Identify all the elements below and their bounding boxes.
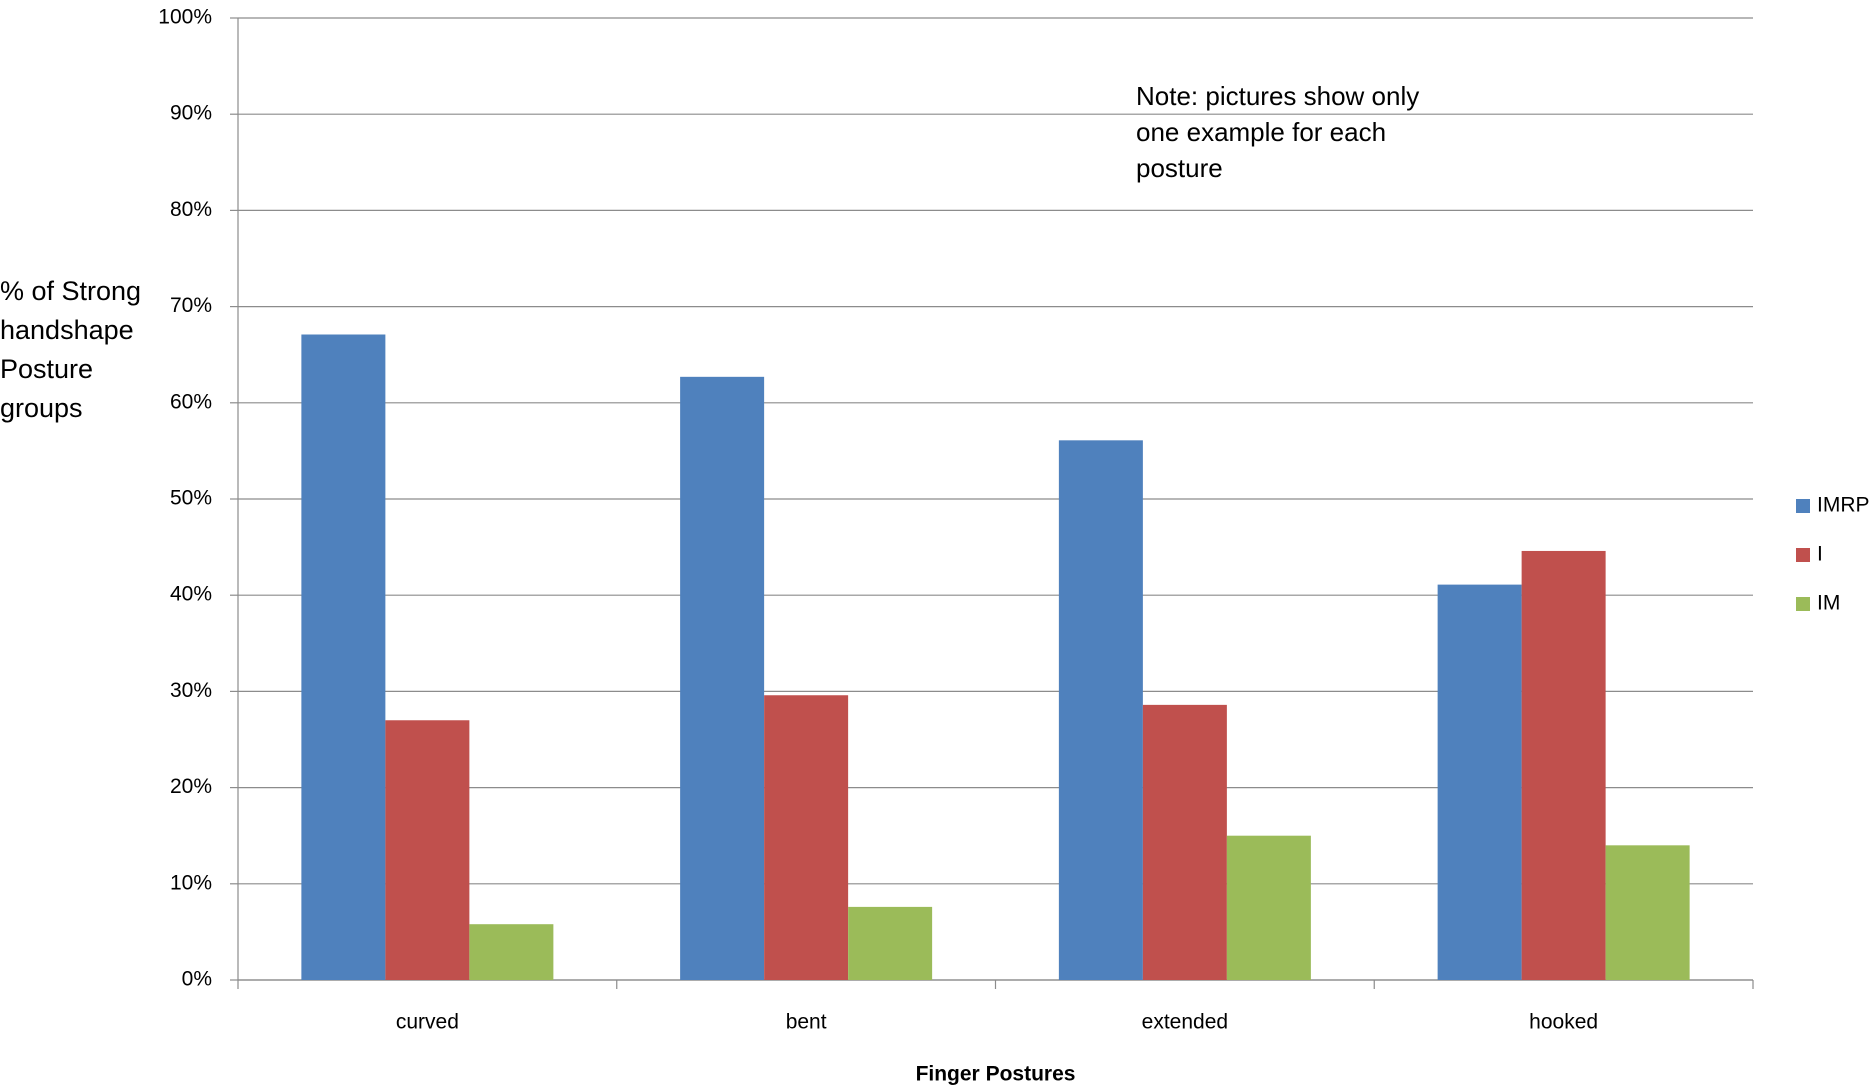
legend-label: IMRP	[1817, 494, 1870, 517]
y-tick-label: 70%	[170, 294, 212, 317]
x-tick-label: curved	[396, 1011, 459, 1034]
legend-swatch	[1796, 548, 1810, 562]
y-tick-label: 90%	[170, 102, 212, 125]
bar	[1521, 550, 1606, 980]
legend-label: IM	[1817, 592, 1840, 615]
bar	[301, 334, 386, 980]
legend-label: I	[1817, 543, 1823, 566]
x-axis-label: Finger Postures	[916, 1063, 1076, 1086]
bar	[1226, 835, 1311, 980]
y-tick-label: 50%	[170, 487, 212, 510]
annotation: Note: pictures show only one example for…	[1136, 81, 1420, 183]
bar	[1605, 845, 1690, 980]
bar	[385, 720, 470, 980]
legend-swatch	[1796, 597, 1810, 611]
bar	[1058, 440, 1143, 980]
bar	[848, 906, 933, 980]
x-tick-label: hooked	[1529, 1011, 1598, 1034]
bar	[764, 695, 849, 980]
y-tick-label: 100%	[158, 6, 212, 29]
bar	[1437, 584, 1522, 980]
y-axis-label: % of Strong handshape Posture groups	[0, 276, 142, 423]
bar	[469, 924, 554, 980]
y-tick-label: 40%	[170, 583, 212, 606]
y-tick-label: 0%	[182, 968, 212, 991]
legend-swatch	[1796, 499, 1810, 513]
bar	[680, 376, 765, 980]
x-tick-label: bent	[786, 1011, 827, 1034]
bar	[1142, 704, 1227, 980]
y-tick-label: 20%	[170, 775, 212, 798]
y-tick-label: 10%	[170, 871, 212, 894]
y-tick-label: 30%	[170, 679, 212, 702]
y-tick-label: 80%	[170, 198, 212, 221]
x-tick-label: extended	[1142, 1011, 1228, 1034]
y-tick-label: 60%	[170, 390, 212, 413]
